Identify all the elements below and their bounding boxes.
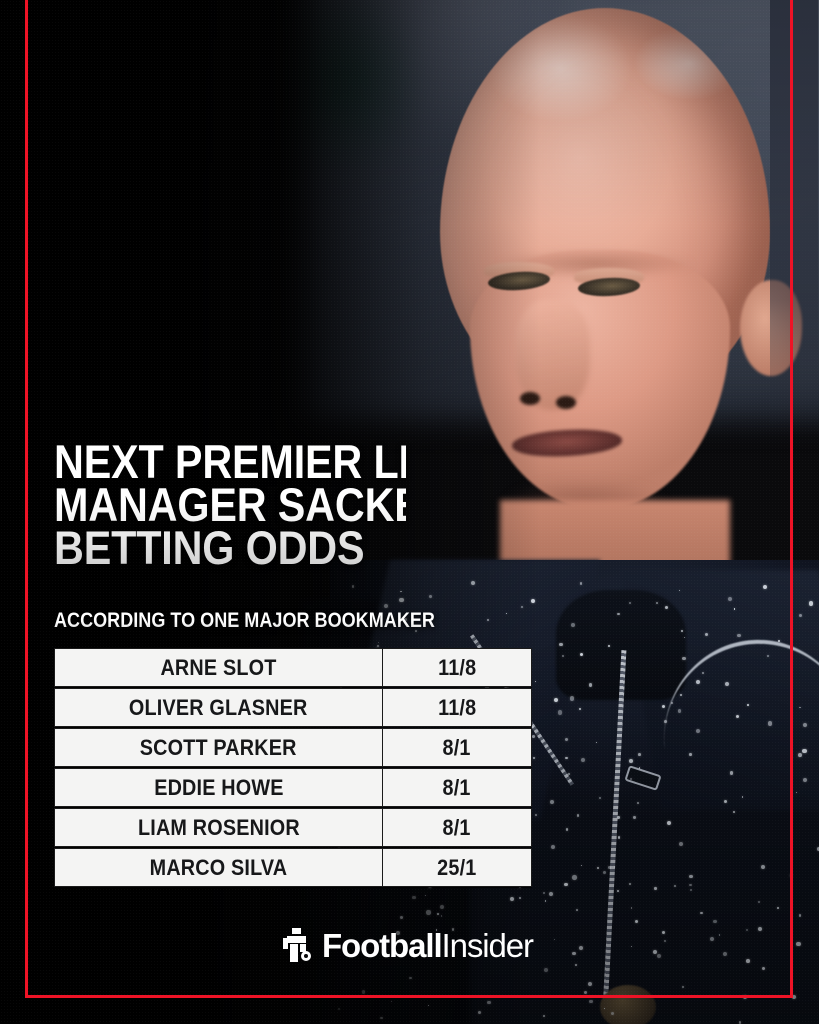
table-row: MARCO SILVA 25/1 xyxy=(54,848,532,887)
subtitle: ACCORDING TO ONE MAJOR BOOKMAKER xyxy=(54,610,450,631)
manager-name: OLIVER GLASNER xyxy=(129,694,308,720)
cell-odds: 8/1 xyxy=(383,769,531,806)
brand-logo: FootballInsider xyxy=(283,926,534,964)
odds-value: 8/1 xyxy=(442,774,472,800)
headline-line-2: MANAGER SACKED - xyxy=(54,478,477,532)
table-row: SCOTT PARKER 8/1 xyxy=(54,728,532,767)
manager-name: MARCO SILVA xyxy=(149,854,288,880)
headline-line-3: BETTING ODDS xyxy=(54,521,365,575)
cell-manager: MARCO SILVA xyxy=(55,849,383,886)
cell-odds: 8/1 xyxy=(383,729,531,766)
cell-manager: OLIVER GLASNER xyxy=(55,689,383,726)
headline-line-1: NEXT PREMIER LEAGUE xyxy=(54,435,545,488)
odds-value: 25/1 xyxy=(437,854,477,880)
logo-text-light: Insider xyxy=(441,926,534,964)
odds-value: 11/8 xyxy=(437,694,477,720)
manager-name: LIAM ROSENIOR xyxy=(137,814,300,840)
table-row: EDDIE HOWE 8/1 xyxy=(54,768,532,807)
odds-value: 11/8 xyxy=(437,654,477,680)
odds-table: ARNE SLOT 11/8 OLIVER GLASNER 11/8 SCOTT PAR… xyxy=(54,648,532,888)
cell-manager: EDDIE HOWE xyxy=(55,769,383,806)
cell-manager: LIAM ROSENIOR xyxy=(55,809,383,846)
cell-odds: 11/8 xyxy=(383,689,531,726)
page-title: NEXT PREMIER LEAGUE MANAGER SACKED - BET… xyxy=(54,440,406,570)
table-row: LIAM ROSENIOR 8/1 xyxy=(54,808,532,847)
footballer-icon xyxy=(283,928,313,962)
logo-text-bold: Football xyxy=(322,926,443,964)
table-row: OLIVER GLASNER 11/8 xyxy=(54,688,532,727)
manager-name: SCOTT PARKER xyxy=(140,734,297,760)
manager-name: ARNE SLOT xyxy=(160,654,277,680)
odds-value: 8/1 xyxy=(442,734,472,760)
table-row: ARNE SLOT 11/8 xyxy=(54,648,532,687)
manager-name: EDDIE HOWE xyxy=(153,774,284,800)
odds-value: 8/1 xyxy=(442,814,472,840)
cell-odds: 8/1 xyxy=(383,809,531,846)
cell-odds: 25/1 xyxy=(383,849,531,886)
logo-wordmark: FootballInsider xyxy=(322,926,534,964)
cell-odds: 11/8 xyxy=(383,649,531,686)
cell-manager: SCOTT PARKER xyxy=(55,729,383,766)
cell-manager: ARNE SLOT xyxy=(55,649,383,686)
